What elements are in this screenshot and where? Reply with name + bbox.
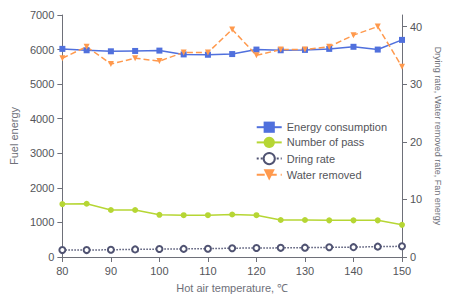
svg-text:0: 0 (410, 251, 416, 263)
svg-text:150: 150 (393, 265, 411, 277)
svg-text:90: 90 (105, 265, 117, 277)
svg-text:0: 0 (48, 251, 54, 263)
svg-text:Number of pass: Number of pass (287, 136, 365, 148)
svg-text:Fuel energy: Fuel energy (8, 106, 20, 165)
svg-text:80: 80 (56, 265, 68, 277)
svg-text:120: 120 (247, 265, 265, 277)
svg-text:10: 10 (410, 193, 422, 205)
svg-text:30: 30 (410, 78, 422, 90)
svg-text:40: 40 (410, 21, 422, 33)
svg-text:1000: 1000 (30, 216, 54, 228)
svg-text:100: 100 (150, 265, 168, 277)
svg-text:Hot air temperature, ℃: Hot air temperature, ℃ (176, 282, 288, 294)
svg-text:110: 110 (199, 265, 217, 277)
svg-text:20: 20 (410, 136, 422, 148)
svg-text:130: 130 (296, 265, 314, 277)
svg-text:Water removed: Water removed (287, 169, 362, 181)
svg-text:140: 140 (344, 265, 362, 277)
svg-text:Dring rate: Dring rate (287, 153, 335, 165)
svg-text:6000: 6000 (30, 44, 54, 56)
svg-text:Energy consumption: Energy consumption (287, 121, 387, 133)
svg-text:7000: 7000 (30, 9, 54, 21)
svg-text:Drying rate, Water removed rat: Drying rate, Water removed rate, Fan ene… (433, 47, 443, 226)
svg-text:5000: 5000 (30, 78, 54, 90)
svg-text:4000: 4000 (30, 113, 54, 125)
svg-text:3000: 3000 (30, 147, 54, 159)
svg-text:2000: 2000 (30, 182, 54, 194)
